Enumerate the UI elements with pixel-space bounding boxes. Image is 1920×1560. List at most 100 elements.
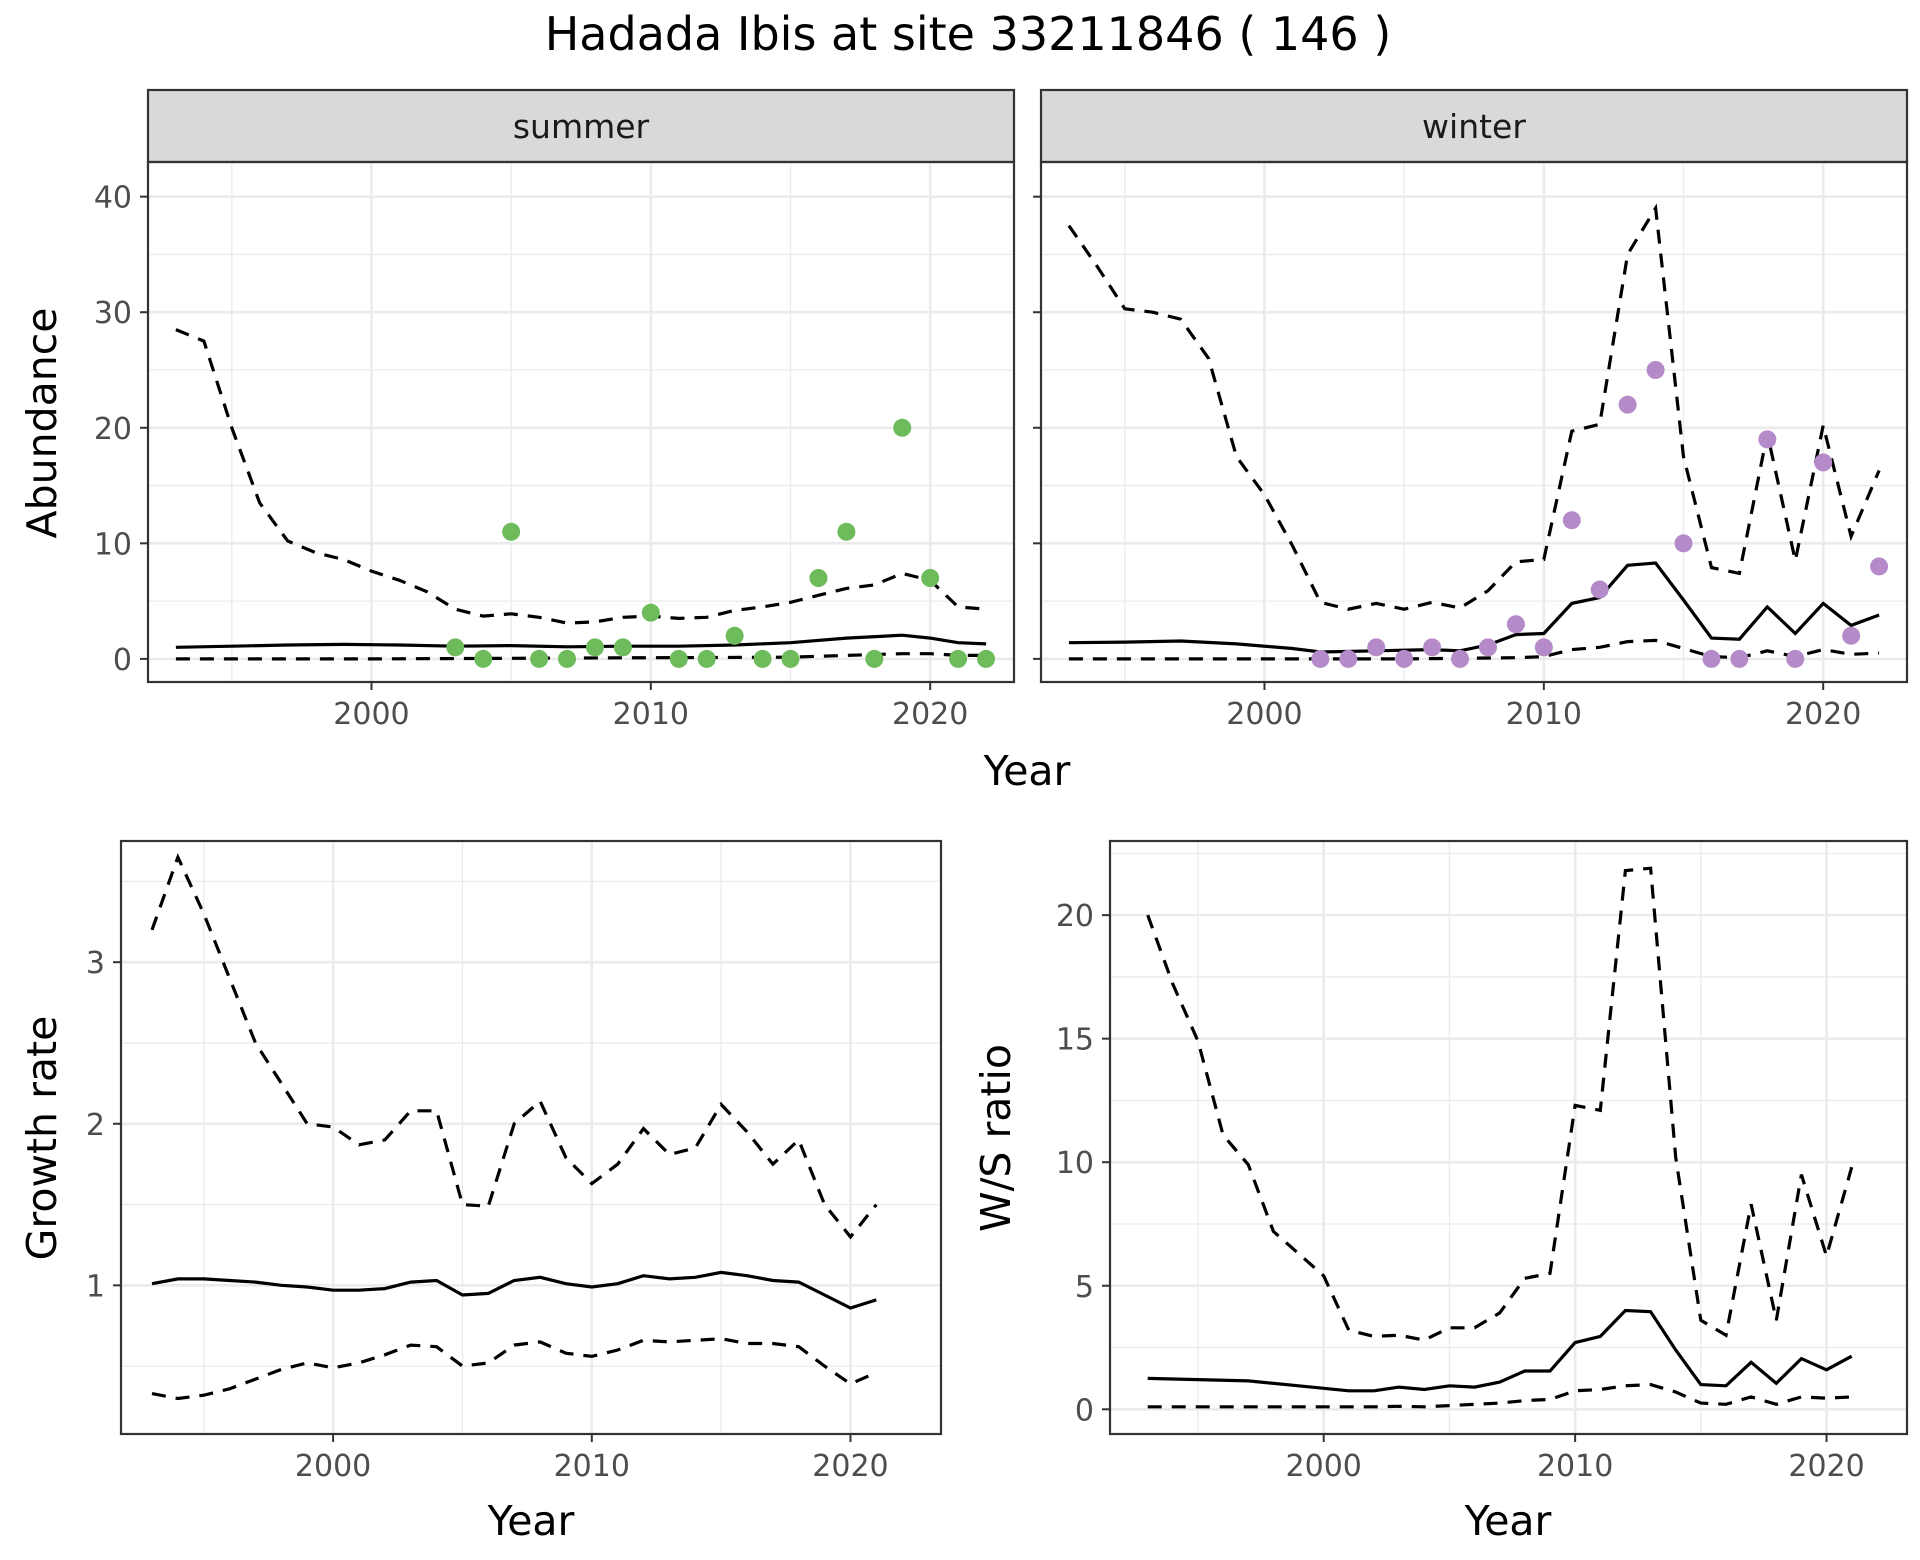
observed-point (1618, 395, 1637, 414)
observed-point (1870, 557, 1889, 576)
y-tick-label: 1 (86, 1269, 105, 1304)
observed-point (1423, 638, 1442, 657)
y-tick-label: 20 (1056, 899, 1094, 934)
x-tick-label: 2020 (1788, 1449, 1864, 1484)
observed-point (921, 569, 940, 587)
y-tick-label: 3 (86, 946, 105, 981)
winter-strip-label: winter (1422, 107, 1526, 146)
upper-ci-line (1146, 866, 1854, 1342)
observed-point (1311, 649, 1330, 668)
series-group (150, 852, 878, 1401)
observed-point (1646, 361, 1665, 379)
x-tick-label: 2010 (613, 697, 689, 732)
ratio-y-axis-title: W/S ratio (972, 1044, 1020, 1232)
observed-point (1674, 534, 1693, 553)
observed-point (1786, 649, 1805, 668)
y-tick-label: 2 (86, 1108, 105, 1143)
y-tick-label: 5 (1075, 1270, 1094, 1305)
lower-ci-line (1068, 638, 1880, 661)
observed-point (1814, 453, 1833, 472)
lower-ci-line (151, 1337, 877, 1401)
series-group (1067, 203, 1889, 668)
x-tick-label: 2020 (892, 697, 968, 732)
observed-point (1562, 511, 1581, 530)
y-tick-label: 40 (94, 181, 132, 216)
y-tick-label: 10 (1056, 1146, 1094, 1181)
y-tick-label: 20 (94, 412, 132, 447)
summer-strip-label: summer (513, 107, 650, 146)
growth-x-axis-title: Year (487, 1497, 575, 1545)
figure-title: Hadada Ibis at site 33211846 ( 146 ) (545, 7, 1392, 61)
observed-point (893, 418, 912, 437)
lower-ci-line (175, 652, 987, 661)
x-tick-label: 2000 (1226, 697, 1302, 732)
observed-point (1451, 649, 1470, 668)
x-tick-label: 2010 (1537, 1449, 1613, 1484)
x-tick-label: 2010 (554, 1449, 630, 1484)
top-x-axis-title: Year (983, 747, 1071, 795)
observed-point (446, 638, 465, 657)
observed-point (809, 569, 828, 587)
observed-point (669, 649, 688, 668)
observed-point (977, 649, 996, 668)
summer-plot-area: 2000 2010 2020 0 10 20 30 40 (94, 160, 1016, 732)
abundance-y-axis-title: Abundance (18, 308, 66, 539)
observed-point (697, 649, 716, 668)
observed-point (502, 522, 521, 541)
observed-point (1590, 580, 1609, 599)
observed-point (558, 649, 577, 668)
observed-point (530, 649, 549, 668)
x-tick-label: 2020 (812, 1449, 888, 1484)
upper-ci-line (150, 852, 878, 1240)
observed-point (1730, 649, 1749, 668)
observed-point (641, 603, 660, 622)
x-tick-label: 2000 (1286, 1449, 1362, 1484)
y-tick-label: 0 (113, 643, 132, 678)
growth-rate-plot-area: 2000 2010 2020 1 2 3 (86, 839, 943, 1484)
observed-point (1842, 626, 1861, 645)
summer-strip (146, 88, 1016, 164)
ratio-x-axis-title: Year (1464, 1497, 1552, 1545)
lower-ci-line (1147, 1382, 1852, 1409)
observed-point (753, 649, 772, 668)
observed-point (865, 649, 884, 668)
series-group (1146, 866, 1854, 1409)
observed-point (1478, 638, 1497, 657)
observed-point (1339, 649, 1358, 668)
observed-point (837, 522, 856, 541)
observed-point (1702, 649, 1721, 668)
winter-panel: winter 2000 2010 2020 (1033, 88, 1909, 732)
observed-point (585, 638, 604, 657)
winter-strip (1039, 88, 1909, 164)
observed-point (1395, 649, 1414, 668)
median-line (1068, 561, 1880, 654)
median-line (151, 1270, 877, 1310)
y-tick-label: 10 (94, 527, 132, 562)
summer-panel: summer 2000 2010 2020 0 10 20 30 40 (94, 88, 1016, 732)
panel-border (1039, 160, 1909, 684)
observed-point (949, 649, 968, 668)
winter-plot-area: 2000 2010 2020 (1033, 160, 1909, 732)
observed-point (474, 649, 493, 668)
y-tick-label: 30 (94, 296, 132, 331)
upper-ci-line (1067, 203, 1881, 611)
y-tick-label: 0 (1075, 1393, 1094, 1428)
ws-ratio-plot-area: 2000 2010 2020 0 5 10 15 20 (1056, 839, 1909, 1484)
series-group (175, 328, 996, 668)
growth-y-axis-title: Growth rate (18, 1016, 66, 1261)
panel-border (119, 839, 943, 1436)
median-line (1147, 1308, 1853, 1393)
observed-point (1534, 638, 1553, 657)
observed-point (1758, 430, 1777, 449)
y-tick-label: 15 (1056, 1023, 1094, 1058)
x-tick-label: 2000 (333, 697, 409, 732)
x-tick-label: 2010 (1506, 697, 1582, 732)
x-tick-label: 2020 (1785, 697, 1861, 732)
x-tick-label: 2000 (295, 1449, 371, 1484)
observed-point (1506, 615, 1525, 634)
upper-ci-line (175, 328, 987, 625)
observed-point (1367, 638, 1386, 657)
panel-border (146, 160, 1016, 684)
observed-point (725, 626, 744, 645)
